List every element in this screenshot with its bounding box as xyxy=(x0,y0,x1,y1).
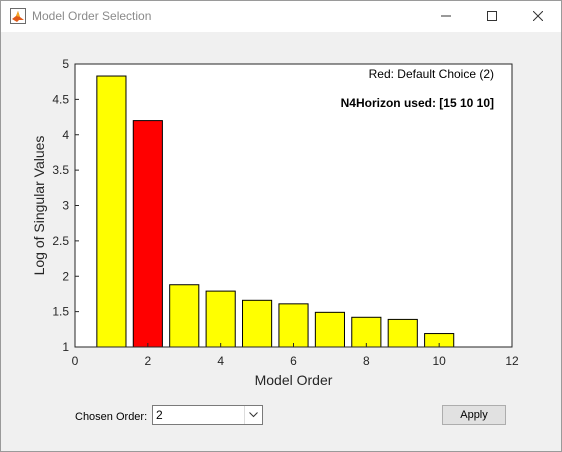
x-tick-label: 2 xyxy=(144,354,151,368)
matlab-icon xyxy=(10,8,26,24)
bar-order-4 xyxy=(205,290,236,348)
close-button[interactable] xyxy=(515,1,561,32)
bar-order-8 xyxy=(351,316,382,348)
y-tick-label: 2.5 xyxy=(52,234,69,248)
x-tick-label: 10 xyxy=(432,354,446,368)
y-tick-label: 2 xyxy=(62,269,69,283)
x-tick-label: 8 xyxy=(363,354,370,368)
title-bar: Model Order Selection xyxy=(1,1,561,32)
bar-order-5 xyxy=(242,299,273,348)
bar-order-2 xyxy=(132,120,163,348)
y-tick-label: 1.5 xyxy=(52,305,69,319)
y-axis-label: Log of Singular Values xyxy=(31,136,47,276)
window-title: Model Order Selection xyxy=(32,9,152,23)
minimize-button[interactable] xyxy=(423,1,469,32)
singular-values-chart: 0 2 4 6 8 10 12 1 1.5 2 2.5 3 3.5 4 4.5 5 Red: Default … xyxy=(31,57,519,388)
bar-order-7 xyxy=(314,311,345,348)
apply-button[interactable]: Apply xyxy=(442,405,506,425)
plot-area: 0 2 4 6 8 10 12 1 1.5 2 2.5 3 3.5 4 4.5 5 Red: Default … xyxy=(1,32,561,392)
x-tick-label: 12 xyxy=(505,354,519,368)
y-tick-label: 4.5 xyxy=(52,92,69,106)
default-choice-annotation: Red: Default Choice (2) xyxy=(369,67,494,81)
y-tick-label: 5 xyxy=(62,57,69,71)
close-icon xyxy=(532,8,544,26)
x-tick-label: 4 xyxy=(217,354,224,368)
bar-order-3 xyxy=(169,284,200,348)
minimize-icon xyxy=(441,8,451,26)
bar-order-9 xyxy=(387,318,418,348)
maximize-icon xyxy=(487,8,497,26)
x-axis-label: Model Order xyxy=(255,372,333,388)
chosen-order-value: 2 xyxy=(156,408,163,422)
y-tick-label: 3 xyxy=(62,199,69,213)
bar-order-6 xyxy=(278,303,309,348)
chevron-down-icon[interactable] xyxy=(244,406,262,424)
maximize-button[interactable] xyxy=(469,1,515,32)
chosen-order-select[interactable]: 2 xyxy=(152,405,263,425)
n4horizon-annotation: N4Horizon used: [15 10 10] xyxy=(341,96,494,110)
chosen-order-label: Chosen Order: xyxy=(75,411,148,423)
y-tick-label: 1 xyxy=(62,340,69,354)
y-tick-label: 4 xyxy=(62,128,69,142)
bar-order-1 xyxy=(96,75,127,348)
x-tick-label: 0 xyxy=(72,354,79,368)
y-tick-label: 3.5 xyxy=(52,163,69,177)
x-tick-label: 6 xyxy=(290,354,297,368)
